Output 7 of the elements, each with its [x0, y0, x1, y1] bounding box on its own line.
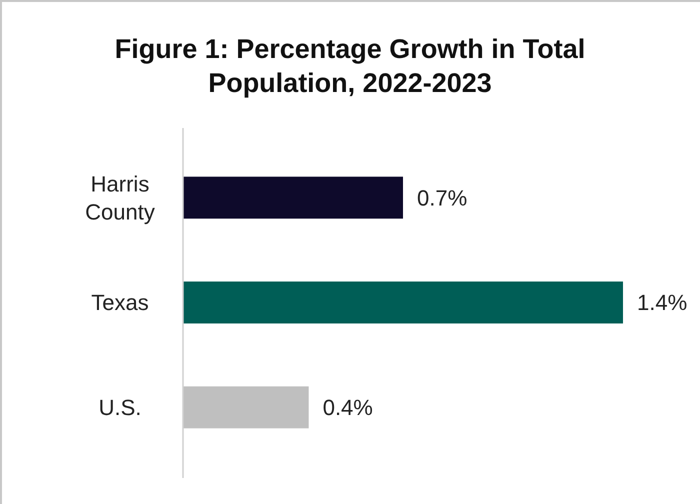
- data-label: 1.4%: [637, 290, 688, 316]
- data-label: 0.7%: [417, 185, 468, 210]
- y-tick-label: Texas: [91, 290, 149, 316]
- chart-title: Figure 1: Percentage Growth in Total Population, 2022-2023: [114, 34, 586, 98]
- y-tick-label: U.S.: [98, 395, 142, 420]
- y-tick-label: Harris County: [85, 171, 155, 224]
- data-label: 0.4%: [322, 395, 373, 420]
